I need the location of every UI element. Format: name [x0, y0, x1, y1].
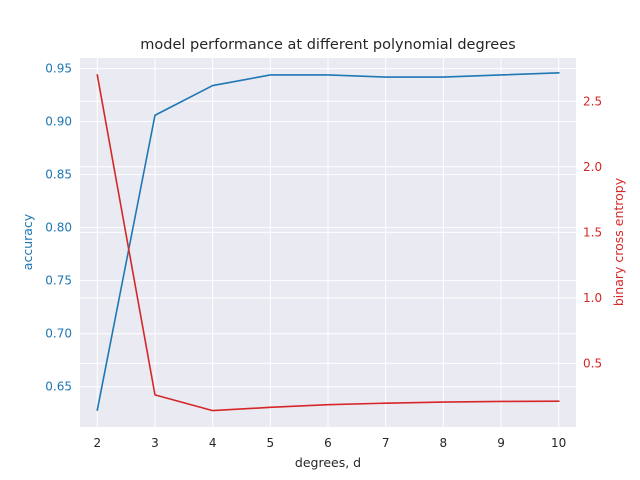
- x-tick-label: 3: [151, 436, 159, 450]
- x-tick-labels: 2 3 4 5 6 7 8 9 10: [93, 436, 566, 450]
- right-tick-label: 2.0: [583, 160, 602, 174]
- right-tick-labels: 0.5 1.0 1.5 2.0 2.5: [583, 94, 602, 370]
- left-tick-label: 0.75: [45, 274, 72, 288]
- x-tick-label: 2: [93, 436, 101, 450]
- right-tick-label: 0.5: [583, 356, 602, 370]
- series-line-right-axis: [96, 74, 560, 412]
- left-tick-label: 0.70: [45, 327, 72, 341]
- left-tick-labels: 0.65 0.70 0.75 0.80 0.85 0.90 0.95: [45, 62, 72, 394]
- x-tick-label: 6: [324, 436, 332, 450]
- x-tick-label: 10: [551, 436, 566, 450]
- left-tick-label: 0.65: [45, 380, 72, 394]
- left-tick-label: 0.95: [45, 62, 72, 76]
- right-tick-label: 2.5: [583, 94, 602, 108]
- left-tick-label: 0.85: [45, 168, 72, 182]
- x-tick-label: 5: [267, 436, 275, 450]
- right-axis-label: binary cross entropy: [611, 177, 626, 306]
- chart-title: model performance at different polynomia…: [140, 37, 515, 53]
- x-axis-label: degrees, d: [295, 455, 361, 470]
- right-tick-label: 1.0: [583, 291, 602, 305]
- left-axis-label: accuracy: [20, 213, 35, 270]
- left-tick-label: 0.90: [45, 115, 72, 129]
- series-layer: [96, 72, 560, 412]
- left-tick-label: 0.80: [45, 221, 72, 235]
- series-line-left-axis: [96, 72, 560, 411]
- x-tick-label: 8: [440, 436, 448, 450]
- x-tick-label: 4: [209, 436, 217, 450]
- right-tick-label: 1.5: [583, 225, 602, 239]
- x-tick-label: 7: [382, 436, 390, 450]
- x-tick-label: 9: [497, 436, 505, 450]
- grid: [80, 58, 576, 427]
